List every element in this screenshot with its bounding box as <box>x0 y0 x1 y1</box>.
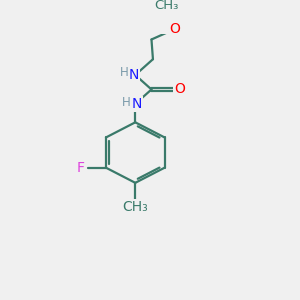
Text: CH₃: CH₃ <box>122 200 148 214</box>
Text: F: F <box>76 161 84 175</box>
Text: O: O <box>169 22 181 36</box>
Text: N: N <box>129 68 139 82</box>
Text: N: N <box>132 97 142 111</box>
Text: H: H <box>120 66 128 79</box>
Text: CH₃: CH₃ <box>154 0 178 12</box>
Text: H: H <box>122 96 130 109</box>
Text: O: O <box>175 82 185 97</box>
